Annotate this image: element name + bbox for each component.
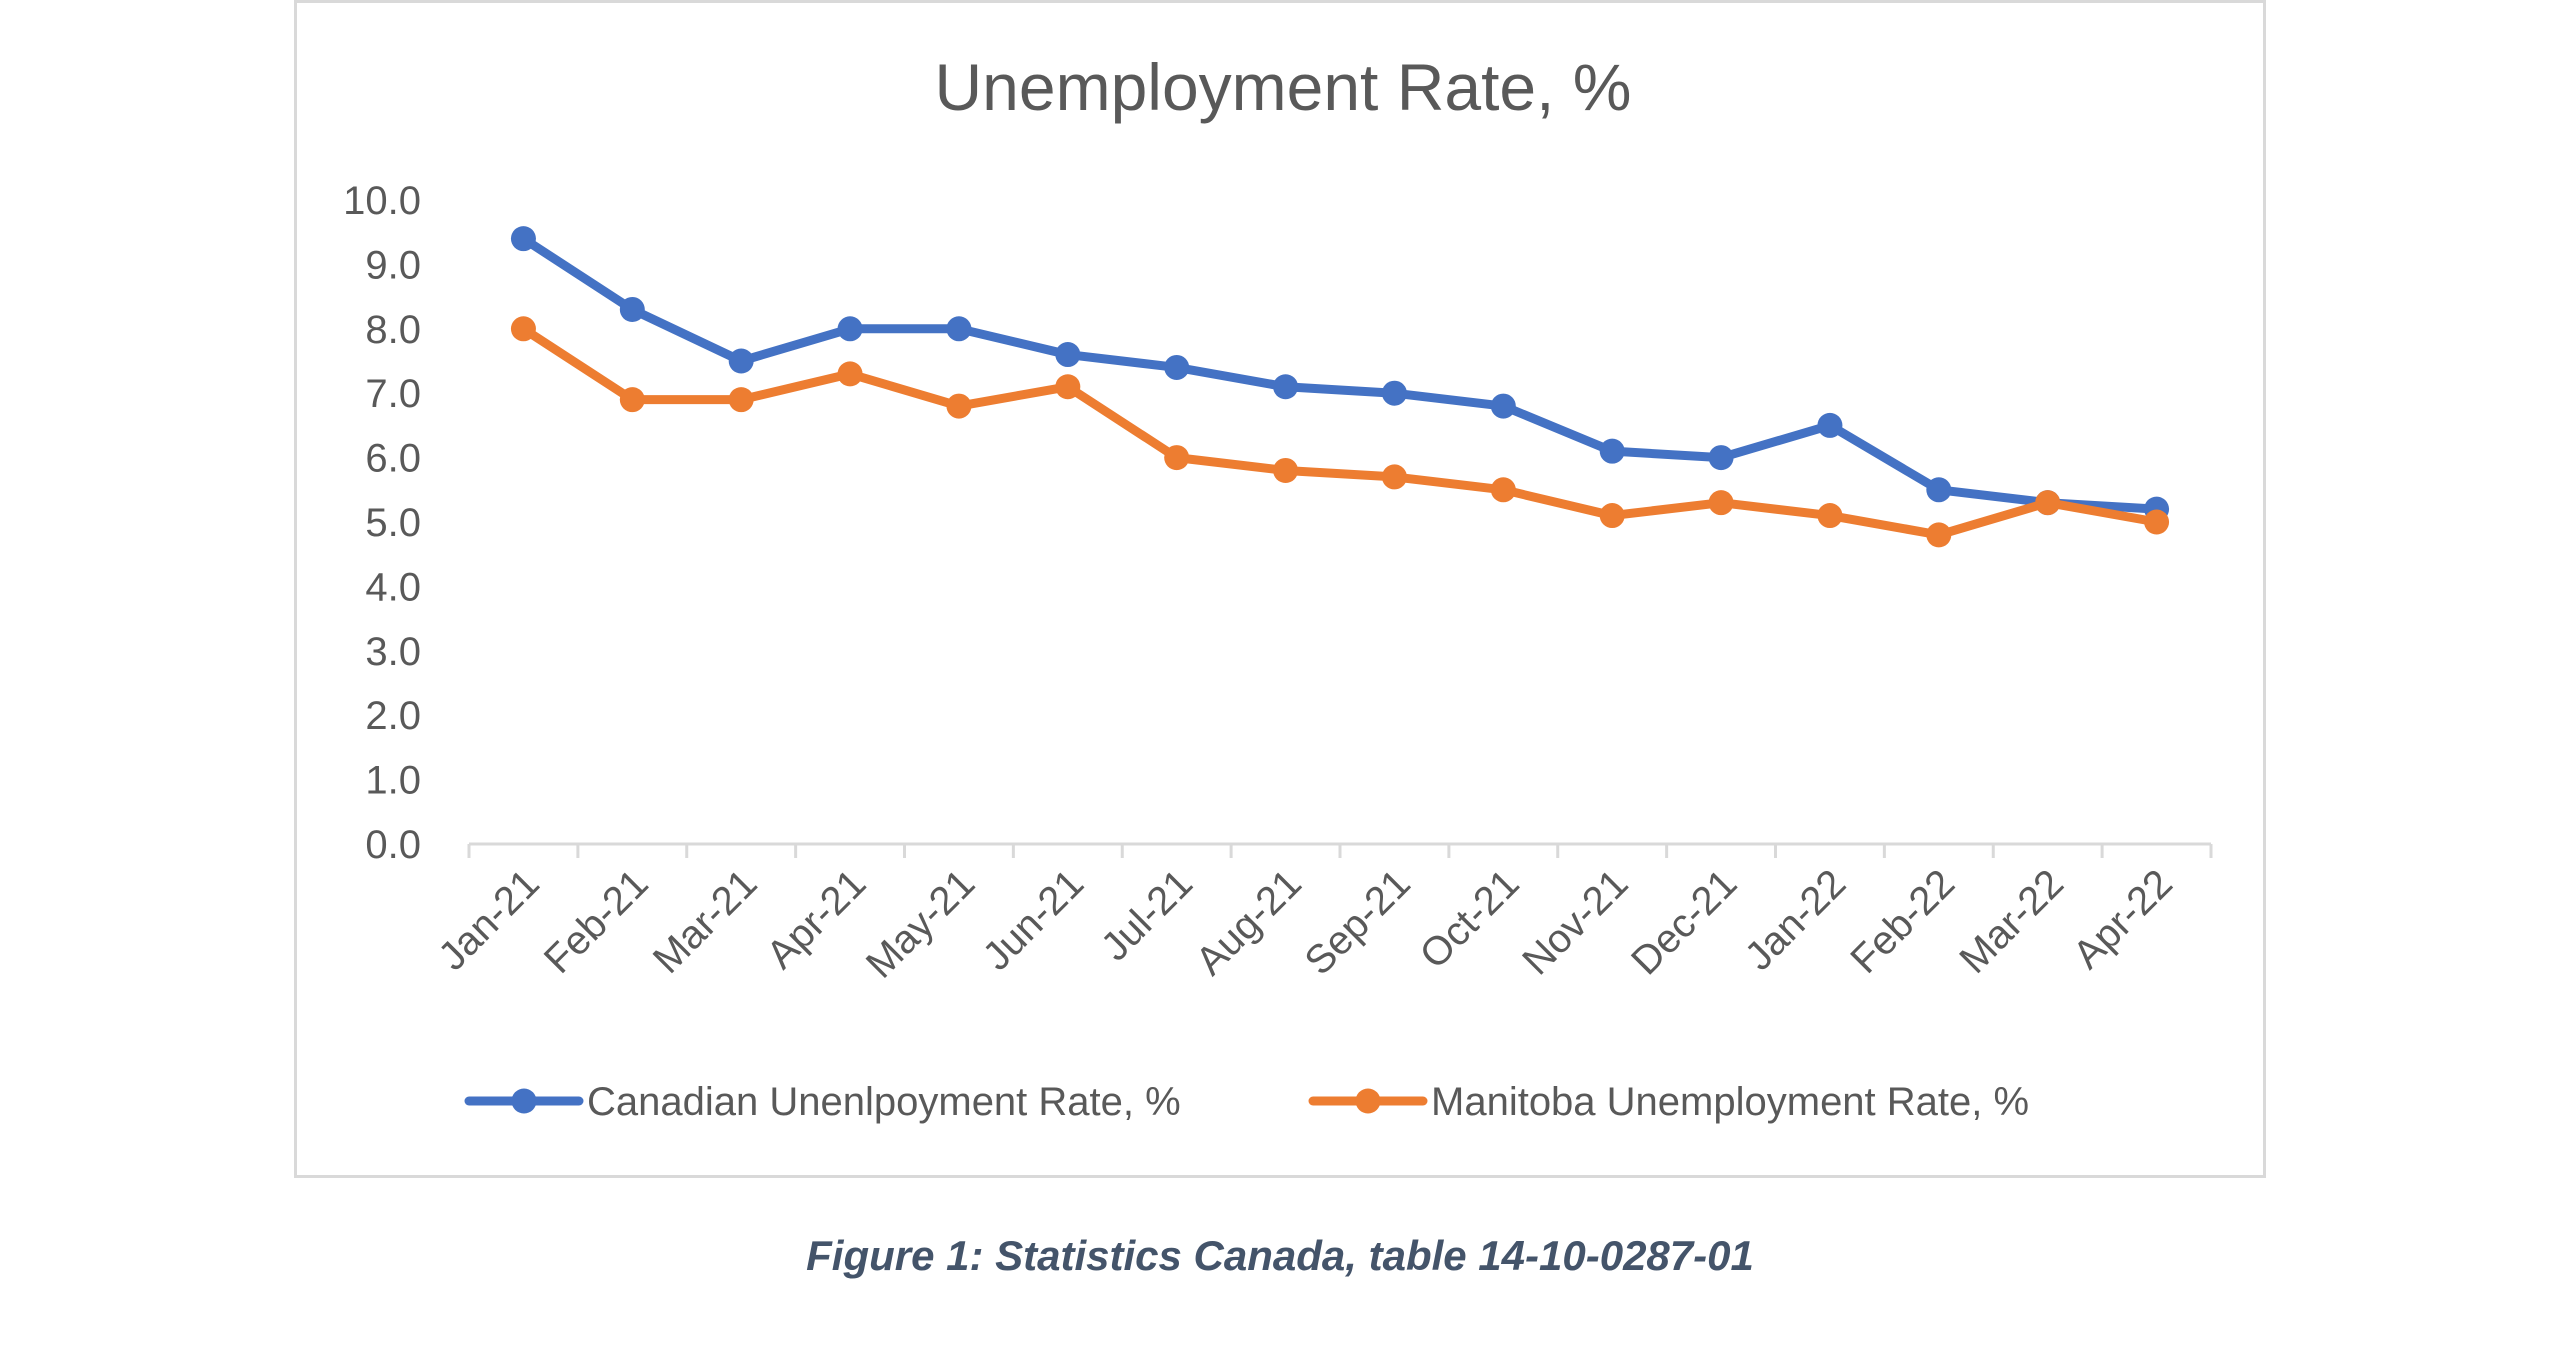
data-point xyxy=(1708,490,1734,516)
data-point xyxy=(1164,354,1190,380)
data-point xyxy=(837,316,863,342)
data-point xyxy=(728,387,754,413)
y-tick-label: 9.0 xyxy=(365,243,421,287)
x-tick-label: Mar-21 xyxy=(645,861,766,982)
data-point xyxy=(2144,509,2170,535)
x-tick-label: Jan-22 xyxy=(1737,861,1855,979)
data-point xyxy=(1055,342,1081,368)
data-point xyxy=(510,316,536,342)
x-tick-label: Oct-21 xyxy=(1412,861,1528,977)
x-tick-label: Mar-22 xyxy=(1951,861,2072,982)
y-tick-label: 4.0 xyxy=(365,565,421,609)
legend-label: Manitoba Unemployment Rate, % xyxy=(1431,1080,2029,1124)
data-point xyxy=(1273,374,1299,400)
chart-frame: Unemployment Rate, % 0.0 1.0 2.0 3.0 4.0 5.0 6.… xyxy=(294,0,2266,1178)
series-line xyxy=(518,324,2162,540)
y-tick-label: 8.0 xyxy=(365,308,421,352)
data-point xyxy=(728,348,754,374)
x-tick-label: May-21 xyxy=(858,861,983,986)
data-point xyxy=(946,316,972,342)
data-point xyxy=(619,387,645,413)
data-point xyxy=(1490,393,1516,419)
data-point xyxy=(1381,380,1407,406)
data-point xyxy=(619,296,645,322)
line-chart: Unemployment Rate, % 0.0 1.0 2.0 3.0 4.0 5.0 6.… xyxy=(343,50,2213,1124)
data-point xyxy=(1055,374,1081,400)
data-point xyxy=(1708,445,1734,471)
data-point xyxy=(837,361,863,387)
data-point xyxy=(1817,412,1843,438)
data-point xyxy=(1926,477,1952,503)
data-point xyxy=(1164,445,1190,471)
data-point xyxy=(1381,464,1407,490)
data-point xyxy=(1599,438,1625,464)
y-tick-label: 6.0 xyxy=(365,437,421,481)
y-tick-label: 10.0 xyxy=(343,179,421,223)
data-point xyxy=(1926,522,1952,548)
y-tick-label: 2.0 xyxy=(365,694,421,738)
x-tick-label: Sep-21 xyxy=(1296,861,1418,983)
data-point xyxy=(1817,503,1843,529)
figure-caption: Figure 1: Statistics Canada, table 14-10… xyxy=(806,1232,1754,1279)
data-point xyxy=(1273,457,1299,483)
y-tick-label: 0.0 xyxy=(365,823,421,867)
data-point xyxy=(946,393,972,419)
legend-label: Canadian Unenlpoyment Rate, % xyxy=(587,1080,1181,1124)
data-point xyxy=(2035,490,2061,516)
x-tick-label: Jan-21 xyxy=(430,861,548,979)
y-tick-label: 1.0 xyxy=(365,759,421,803)
x-tick-label: Apr-21 xyxy=(758,861,874,977)
x-tick-label: Aug-21 xyxy=(1188,861,1310,983)
x-tick-label: Nov-21 xyxy=(1514,861,1636,983)
x-tick-label: Jun-21 xyxy=(975,861,1093,979)
data-point xyxy=(1599,503,1625,529)
series-line xyxy=(518,234,2162,514)
y-tick-label: 3.0 xyxy=(365,630,421,674)
chart-title: Unemployment Rate, % xyxy=(935,50,1632,124)
data-point xyxy=(510,226,536,252)
x-tick-label: Feb-21 xyxy=(536,861,657,982)
legend-swatch-marker xyxy=(511,1088,537,1114)
legend-swatch-marker xyxy=(1355,1088,1381,1114)
x-tick-label: Apr-22 xyxy=(2065,861,2181,977)
y-tick-label: 5.0 xyxy=(365,501,421,545)
data-point xyxy=(1490,477,1516,503)
x-tick-label: Jul-21 xyxy=(1093,861,1201,969)
x-tick-label: Dec-21 xyxy=(1623,861,1745,983)
y-tick-label: 7.0 xyxy=(365,372,421,416)
x-tick-label: Feb-22 xyxy=(1842,861,1963,982)
